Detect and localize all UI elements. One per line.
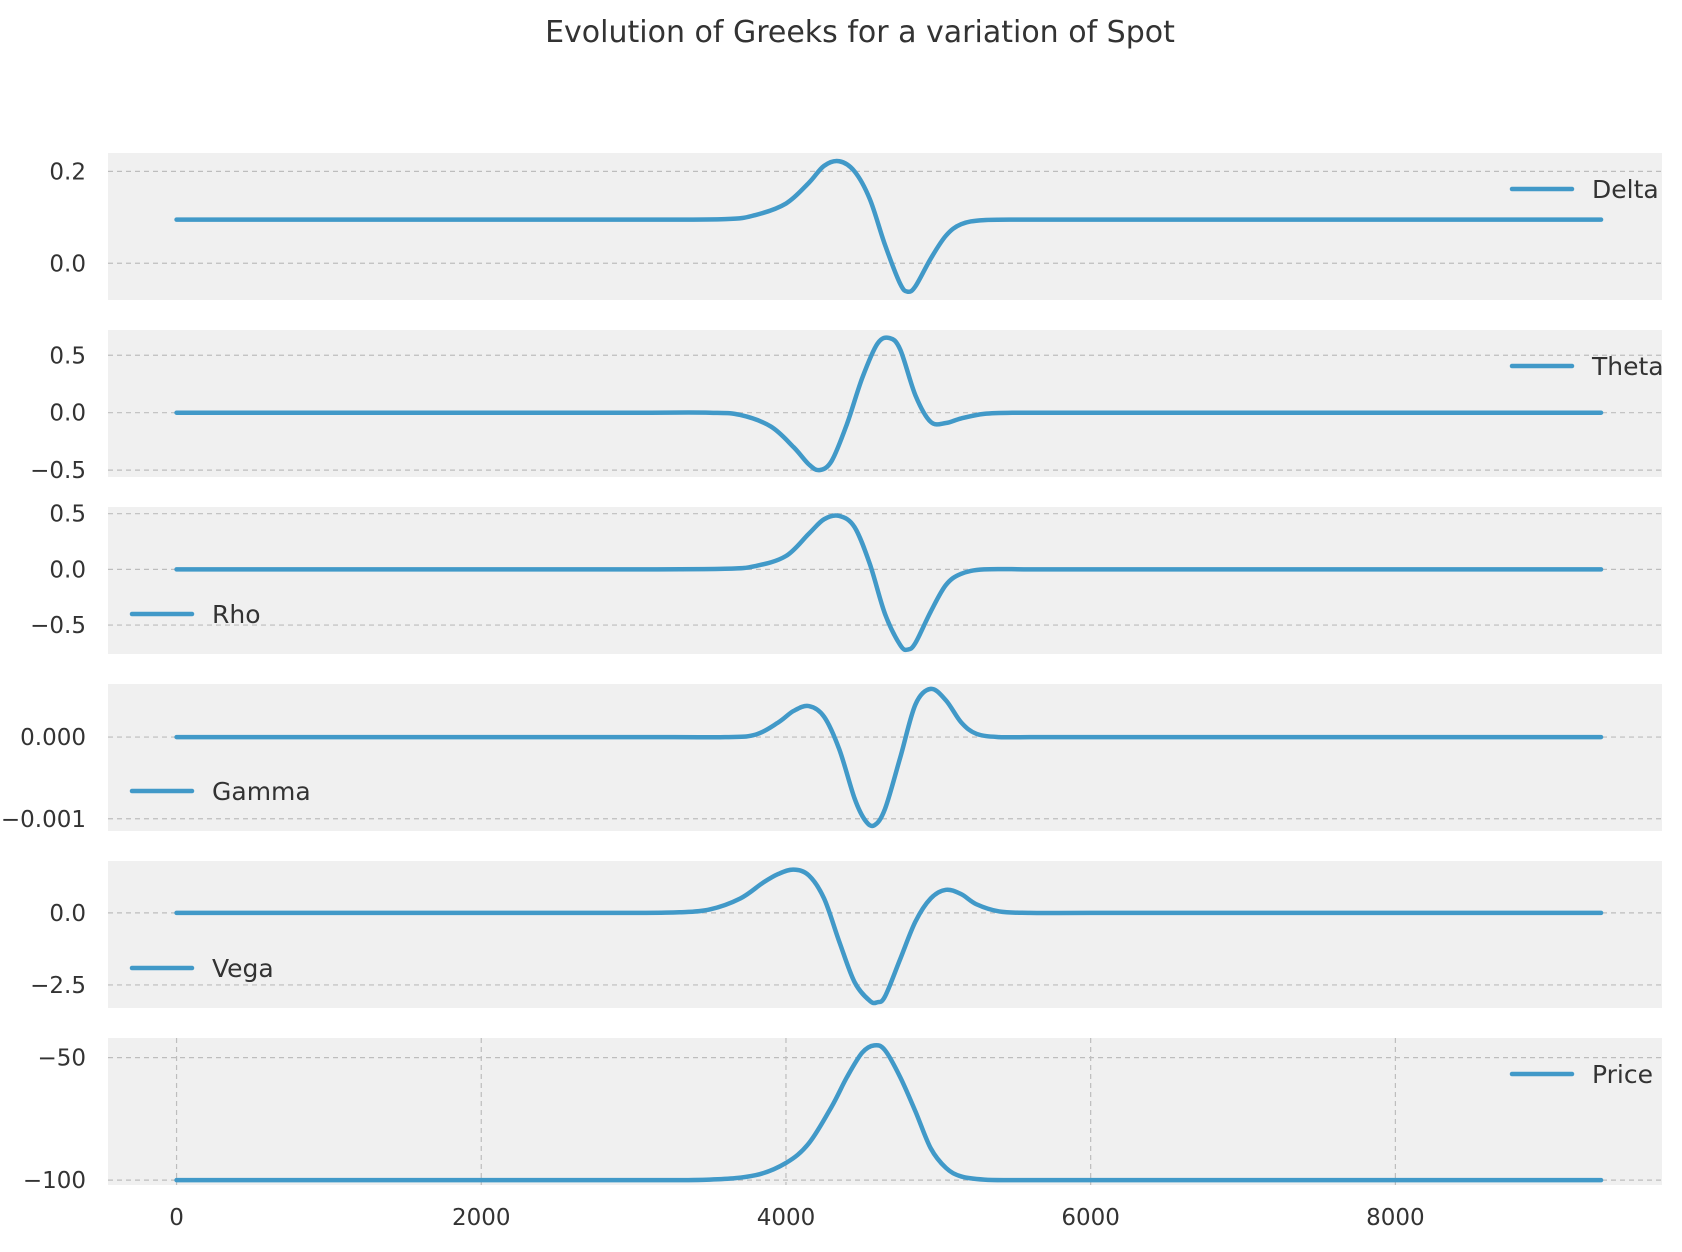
panel-background-price: [108, 1038, 1662, 1185]
panel-theta: −0.5 0.0 0.5 Theta: [30, 330, 1664, 484]
panel-rho: −0.5 0.0 0.5 Rho: [30, 502, 1662, 654]
y-tick-label: 0.0: [49, 557, 86, 583]
legend-label-rho: Rho: [212, 600, 261, 629]
x-tick-label: 4000: [757, 1205, 816, 1231]
legend-theta: Theta: [1509, 352, 1664, 381]
legend-label-price: Price: [1592, 1060, 1653, 1089]
panel-delta: 0.0 0.2 Delta: [49, 153, 1662, 300]
legend-rho: Rho: [129, 600, 261, 629]
y-tick-label: −50: [37, 1046, 86, 1072]
legend-delta: Delta: [1509, 175, 1659, 204]
y-tick-label: −100: [23, 1168, 86, 1194]
legend-label-theta: Theta: [1591, 352, 1664, 381]
y-tick-label: 0.5: [49, 502, 86, 528]
x-tick-label: 0: [169, 1205, 184, 1231]
series-line-theta: [174, 335, 1604, 473]
y-tick-label: 0.0: [49, 401, 86, 427]
y-tick-label: 0.000: [20, 725, 86, 751]
y-tick-label: −0.001: [1, 807, 86, 833]
legend-vega: Vega: [129, 954, 274, 983]
series-line-delta: [174, 158, 1604, 295]
x-tick-label: 6000: [1061, 1205, 1120, 1231]
legend-gamma: Gamma: [129, 777, 311, 806]
panel-vega: −2.5 0.0 Vega: [30, 861, 1662, 1008]
x-tick-label: 8000: [1366, 1205, 1425, 1231]
y-tick-label: 0.2: [49, 159, 86, 185]
x-axis: 0 2000 4000 6000 8000: [169, 1205, 1424, 1231]
panel-background-delta: [108, 153, 1662, 300]
legend-label-delta: Delta: [1592, 175, 1659, 204]
series-line-gamma: [174, 686, 1604, 829]
panel-background-theta: [108, 330, 1662, 477]
panel-price: −100 −50 Price: [23, 1038, 1662, 1194]
panel-gamma: −0.001 0.000 Gamma: [1, 684, 1662, 833]
y-tick-label: 0.0: [49, 901, 86, 927]
panel-background-vega: [108, 861, 1662, 1008]
chart-title: Evolution of Greeks for a variation of S…: [545, 15, 1175, 50]
legend-label-gamma: Gamma: [212, 777, 311, 806]
x-tick-label: 2000: [452, 1205, 511, 1231]
series-line-price: [174, 1042, 1604, 1183]
legend-label-vega: Vega: [212, 954, 274, 983]
panel-background-rho: [108, 507, 1662, 654]
y-tick-label: −0.5: [30, 613, 86, 639]
y-tick-label: 0.0: [49, 251, 86, 277]
series-line-vega: [174, 867, 1604, 1006]
y-tick-label: 0.5: [49, 343, 86, 369]
series-line-rho: [174, 513, 1604, 653]
y-tick-label: −2.5: [30, 973, 86, 999]
y-tick-label: −0.5: [30, 458, 86, 484]
legend-price: Price: [1509, 1060, 1653, 1089]
